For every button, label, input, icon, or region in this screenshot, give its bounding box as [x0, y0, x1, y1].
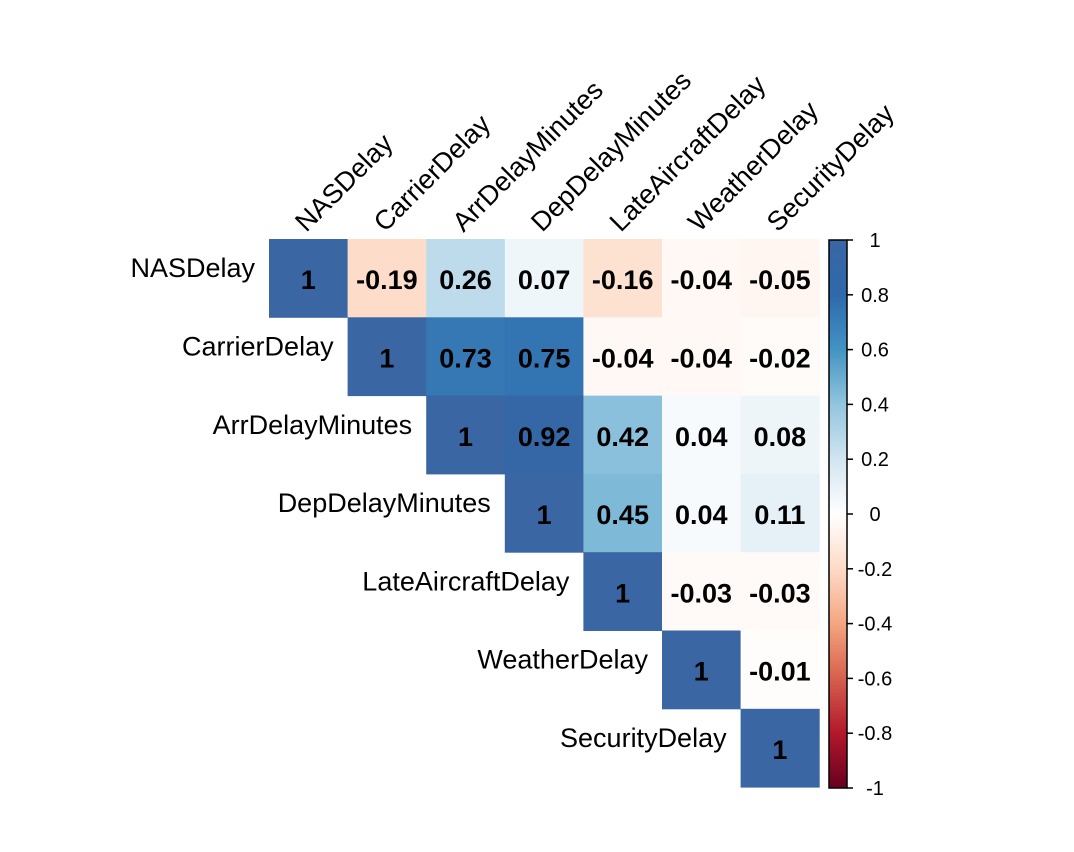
colorbar-tick-label: -0.6 — [858, 668, 892, 690]
heatmap-cell — [740, 317, 820, 397]
heatmap-cells — [269, 239, 820, 788]
heatmap-cell — [662, 630, 742, 710]
cell-value-label: 0.04 — [675, 500, 728, 530]
cell-value-label: 1 — [772, 735, 787, 765]
heatmap-cell — [426, 395, 506, 475]
cell-value-label: 1 — [379, 343, 394, 373]
colorbar-tick-label: -1 — [866, 778, 884, 800]
heatmap-cell — [740, 239, 820, 318]
heatmap-cell — [269, 239, 349, 318]
cell-value-label: -0.04 — [592, 343, 654, 373]
colorbar-tick-label: 0.6 — [861, 340, 889, 362]
heatmap-cell — [426, 239, 506, 318]
cell-value-label: 0.04 — [675, 422, 728, 452]
column-labels: NASDelayCarrierDelayArrDelayMinutesDepDe… — [289, 65, 900, 237]
heatmap-cell — [740, 395, 820, 475]
heatmap-cell — [583, 317, 663, 397]
cell-value-label: -0.02 — [749, 343, 811, 373]
heatmap-cell — [583, 473, 663, 553]
cell-value-label: -0.19 — [356, 265, 418, 295]
heatmap-cell — [583, 395, 663, 475]
cell-values: 1 -0.19 0.26 0.07 -0.16 -0.04 -0.05 1 0.73 0.75 -0… — [301, 265, 811, 765]
heatmap-cell — [740, 552, 820, 631]
heatmap-cell — [662, 317, 742, 397]
cell-value-label: -0.04 — [671, 343, 733, 373]
cell-value-label: -0.04 — [671, 265, 733, 295]
cell-value-label: 0.08 — [754, 422, 807, 452]
heatmap-cell — [583, 239, 663, 318]
cell-value-label: 0.75 — [518, 343, 571, 373]
cell-value-label: 1 — [458, 422, 473, 452]
cell-value-label: 0.11 — [754, 500, 805, 530]
heatmap-cell — [504, 473, 584, 553]
heatmap-cell — [662, 239, 742, 318]
colorbar-tick-label: 0.8 — [861, 285, 889, 307]
colorbar-tick-label: 0 — [869, 504, 880, 526]
cell-value-label: -0.16 — [592, 265, 654, 295]
colorbar-tick-label: -0.2 — [858, 559, 892, 581]
heatmap-cell — [347, 239, 427, 318]
heatmap-cell — [504, 395, 584, 475]
cell-value-label: -0.03 — [749, 578, 811, 608]
cell-value-label: -0.03 — [671, 578, 733, 608]
cell-value-label: 0.92 — [518, 422, 571, 452]
colorbar-tick-label: -0.8 — [858, 723, 892, 745]
cell-value-label: 1 — [615, 578, 630, 608]
heatmap-cell — [504, 317, 584, 397]
cell-value-label: -0.05 — [749, 265, 811, 295]
colorbar: 1 0.8 0.6 0.4 0.2 0 -0.2 -0.4 -0.6 -0.8 -1 — [828, 230, 892, 800]
heatmap-cell — [740, 473, 820, 553]
heatmap-cell — [662, 395, 742, 475]
cell-value-label: 0.07 — [518, 265, 571, 295]
cell-value-label: 1 — [301, 265, 316, 295]
row-label: CarrierDelay — [182, 331, 334, 361]
heatmap-cell — [662, 552, 742, 631]
colorbar-tick-label: -0.4 — [858, 614, 892, 636]
cell-value-label: -0.01 — [749, 657, 811, 687]
heatmap-cell — [426, 317, 506, 397]
row-label: ArrDelayMinutes — [213, 410, 413, 440]
heatmap-cell — [504, 239, 584, 318]
heatmap-cell — [662, 473, 742, 553]
cell-value-label: 0.26 — [439, 265, 492, 295]
row-label: DepDelayMinutes — [278, 488, 491, 518]
heatmap-cell — [740, 708, 820, 788]
colorbar-gradient — [828, 239, 848, 789]
colorbar-tick-label: 0.2 — [861, 449, 889, 471]
cell-value-label: 1 — [537, 500, 552, 530]
cell-value-label: 0.73 — [439, 343, 492, 373]
cell-value-label: 0.42 — [596, 422, 649, 452]
heatmap-cell — [583, 552, 663, 631]
row-label: SecurityDelay — [560, 723, 727, 753]
row-label: NASDelay — [130, 253, 255, 283]
cell-value-label: 0.45 — [596, 500, 649, 530]
row-labels: NASDelay CarrierDelay ArrDelayMinutes DepDe… — [130, 253, 727, 753]
row-label: WeatherDelay — [477, 645, 648, 675]
heatmap-cell — [740, 630, 820, 710]
colorbar-tick-label: 1 — [869, 230, 880, 252]
cell-value-label: 1 — [694, 657, 709, 687]
row-label: LateAircraftDelay — [362, 566, 570, 596]
heatmap-cell — [347, 317, 427, 397]
colorbar-tick-label: 0.4 — [861, 394, 889, 416]
